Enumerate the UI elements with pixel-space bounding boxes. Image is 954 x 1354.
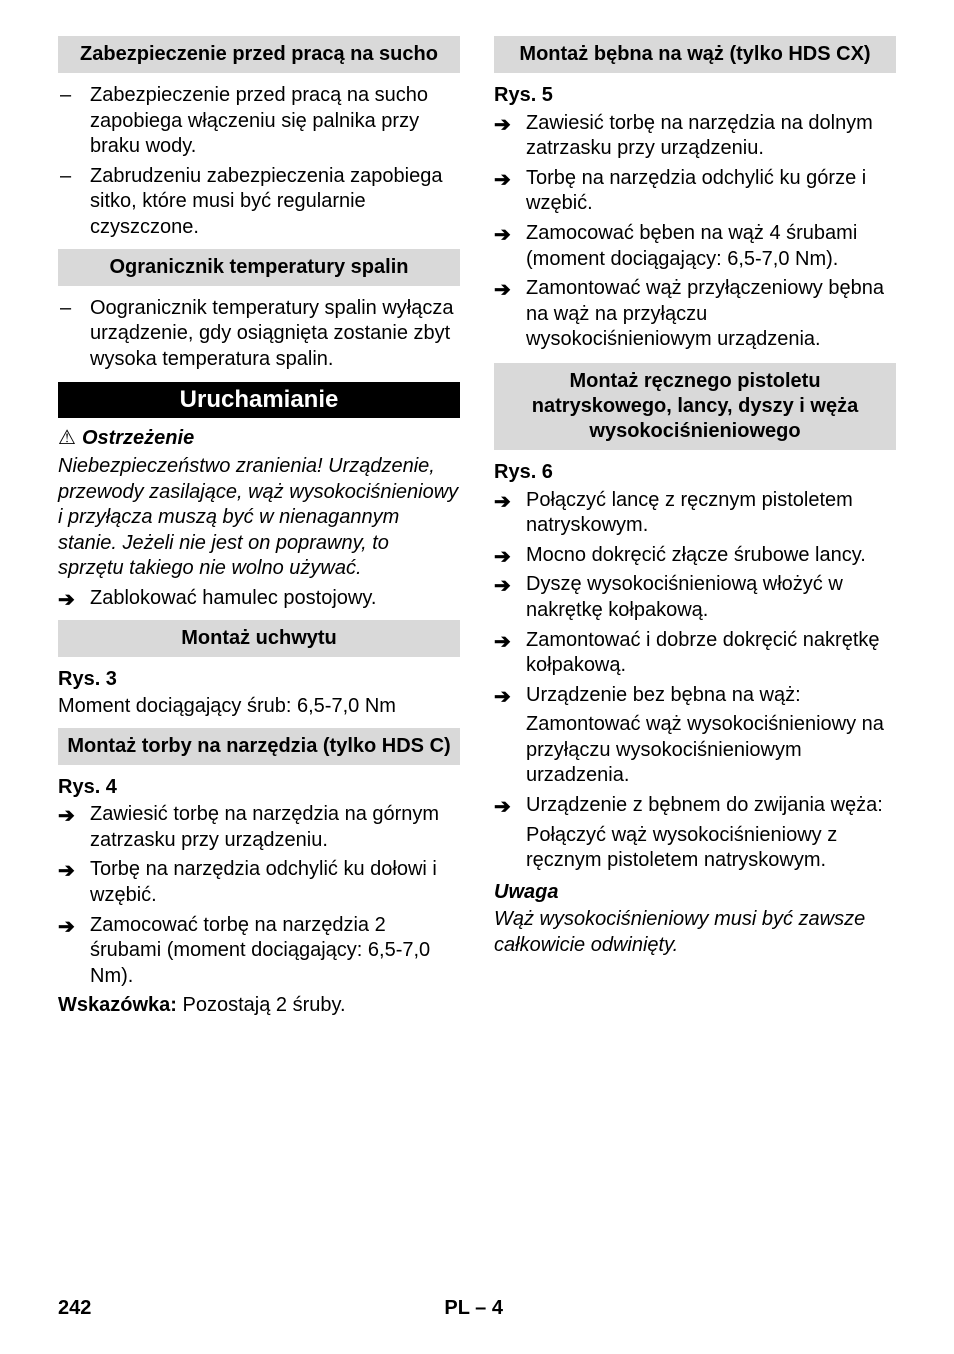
list-item: ➔ Zamontować wąż przyłączeniowy bębna na … bbox=[494, 276, 896, 353]
list-text: Torbę na narzędzia odchylić ku górze i w… bbox=[526, 167, 866, 215]
arrow-icon: ➔ bbox=[494, 278, 511, 304]
warning-arrow-list: ➔ Zablokować hamulec postojowy. bbox=[58, 586, 460, 612]
list-item: ➔ Torbę na narzędzia odchylić ku dołowi i… bbox=[58, 857, 460, 908]
exhaust-list: Oogranicznik temperatury spalin wyłącza … bbox=[58, 296, 460, 373]
heading-hose-drum-cx: Montaż bębna na wąż (tylko HDS CX) bbox=[494, 36, 896, 73]
list-text: Zamontować wąż przyłączeniowy bębna na w… bbox=[526, 277, 884, 350]
arrow-icon: ➔ bbox=[58, 804, 75, 830]
list-item: ➔ Urządzenie z bębnem do zwijania węża: bbox=[494, 793, 896, 819]
note-body: Wąż wysokociśnieniowy musi być zawsze ca… bbox=[494, 907, 896, 958]
fig-6-label: Rys. 6 bbox=[494, 460, 896, 486]
right-column: Montaż bębna na wąż (tylko HDS CX) Rys. … bbox=[494, 36, 896, 1023]
list-item: Oogranicznik temperatury spalin wyłącza … bbox=[58, 296, 460, 373]
list-item: ➔ Zamocować torbę na narzędzia 2 śrubami … bbox=[58, 913, 460, 990]
list-item: ➔ Zawiesić torbę na narzędzia na górnym z… bbox=[58, 802, 460, 853]
heading-handle-mount: Montaż uchwytu bbox=[58, 620, 460, 657]
warning-body: Niebezpieczeństwo zranienia! Urządzenie,… bbox=[58, 454, 460, 582]
fig-5-list: ➔ Zawiesić torbę na narzędzia na dolnym z… bbox=[494, 111, 896, 353]
arrow-icon: ➔ bbox=[494, 223, 511, 249]
footer-center: PL – 4 bbox=[444, 1297, 503, 1320]
left-column: Zabezpieczenie przed pracą na sucho Zabe… bbox=[58, 36, 460, 1023]
warning-text: Ostrzeżenie bbox=[82, 427, 194, 449]
arrow-icon: ➔ bbox=[494, 113, 511, 139]
arrow-icon: ➔ bbox=[494, 490, 511, 516]
heading-exhaust-limiter: Ogranicznik temperatury spalin bbox=[58, 249, 460, 286]
extra-body-2: Połączyć wąż wysokociśnieniowy z ręcznym… bbox=[494, 823, 896, 874]
list-item: ➔ Zablokować hamulec postojowy. bbox=[58, 586, 460, 612]
list-item: ➔ Połączyć lancę z ręcznym pistoletem nat… bbox=[494, 488, 896, 539]
list-item: ➔ Zamontować i dobrze dokręcić nakrętkę k… bbox=[494, 628, 896, 679]
list-text: Zamocować bęben na wąż 4 śrubami (moment… bbox=[526, 222, 857, 270]
list-text: Zamocować torbę na narzędzia 2 śrubami (… bbox=[90, 914, 430, 987]
arrow-icon: ➔ bbox=[58, 915, 75, 941]
fig-3-label: Rys. 3 bbox=[58, 667, 460, 693]
list-item: ➔ Zamocować bęben na wąż 4 śrubami (momen… bbox=[494, 221, 896, 272]
warning-icon: ⚠ bbox=[58, 427, 76, 449]
fig-6-list-2: ➔ Urządzenie z bębnem do zwijania węża: bbox=[494, 793, 896, 819]
list-text: Połączyć lancę z ręcznym pistoletem natr… bbox=[526, 489, 853, 537]
arrow-icon: ➔ bbox=[494, 630, 511, 656]
list-item: ➔ Urządzenie bez bębna na wąż: bbox=[494, 683, 896, 709]
list-text: Urządzenie bez bębna na wąż: bbox=[526, 684, 801, 706]
fig-4-list: ➔ Zawiesić torbę na narzędzia na górnym z… bbox=[58, 802, 460, 989]
heading-spray-gun-mount: Montaż ręcznego pistoletu natryskowego, … bbox=[494, 363, 896, 450]
fig-5-label: Rys. 5 bbox=[494, 83, 896, 109]
page-number: 242 bbox=[58, 1297, 91, 1320]
fig-6-list: ➔ Połączyć lancę z ręcznym pistoletem nat… bbox=[494, 488, 896, 709]
list-text: Zamontować i dobrze dokręcić nakrętkę ko… bbox=[526, 629, 880, 677]
list-text: Mocno dokręcić złącze śrubowe lancy. bbox=[526, 544, 866, 566]
heading-toolbag-c: Montaż torby na narzędzia (tylko HDS C) bbox=[58, 728, 460, 765]
list-text: Torbę na narzędzia odchylić ku dołowi i … bbox=[90, 858, 437, 906]
fig-3-text: Moment dociągający śrub: 6,5-7,0 Nm bbox=[58, 694, 460, 720]
list-text: Zawiesić torbę na narzędzia na dolnym za… bbox=[526, 112, 873, 160]
extra-body-1: Zamontować wąż wysokociśnieniowy na przy… bbox=[494, 712, 896, 789]
list-text: Zablokować hamulec postojowy. bbox=[90, 587, 376, 609]
arrow-icon: ➔ bbox=[58, 859, 75, 885]
columns: Zabezpieczenie przed pracą na sucho Zabe… bbox=[58, 36, 896, 1023]
note-label: Uwaga bbox=[494, 880, 896, 906]
list-item: Zabezpieczenie przed pracą na sucho zapo… bbox=[58, 83, 460, 160]
heading-dry-run-protection: Zabezpieczenie przed pracą na sucho bbox=[58, 36, 460, 73]
page: Zabezpieczenie przed pracą na sucho Zabe… bbox=[0, 0, 954, 1354]
list-text: Zawiesić torbę na narzędzia na górnym za… bbox=[90, 803, 439, 851]
list-text: Dyszę wysokociśnieniową włożyć w nakrętk… bbox=[526, 573, 843, 621]
arrow-icon: ➔ bbox=[494, 685, 511, 711]
list-item: ➔ Mocno dokręcić złącze śrubowe lancy. bbox=[494, 543, 896, 569]
arrow-icon: ➔ bbox=[494, 545, 511, 571]
dry-run-list: Zabezpieczenie przed pracą na sucho zapo… bbox=[58, 83, 460, 241]
arrow-icon: ➔ bbox=[494, 795, 511, 821]
hint-label: Wskazówka: bbox=[58, 994, 177, 1016]
warning-label: ⚠ Ostrzeżenie bbox=[58, 426, 460, 452]
list-text: Urządzenie z bębnem do zwijania węża: bbox=[526, 794, 883, 816]
footer: 242 PL – 4 bbox=[58, 1297, 896, 1320]
arrow-icon: ➔ bbox=[58, 588, 75, 614]
arrow-icon: ➔ bbox=[494, 168, 511, 194]
fig-4-label: Rys. 4 bbox=[58, 775, 460, 801]
heading-startup: Uruchamianie bbox=[58, 382, 460, 418]
arrow-icon: ➔ bbox=[494, 574, 511, 600]
hint-line: Wskazówka: Pozostają 2 śruby. bbox=[58, 993, 460, 1019]
list-item: ➔ Torbę na narzędzia odchylić ku górze i … bbox=[494, 166, 896, 217]
hint-text: Pozostają 2 śruby. bbox=[177, 994, 346, 1016]
list-item: ➔ Zawiesić torbę na narzędzia na dolnym z… bbox=[494, 111, 896, 162]
list-item: ➔ Dyszę wysokociśnieniową włożyć w nakręt… bbox=[494, 572, 896, 623]
list-item: Zabrudzeniu zabezpieczenia zapobiega sit… bbox=[58, 164, 460, 241]
